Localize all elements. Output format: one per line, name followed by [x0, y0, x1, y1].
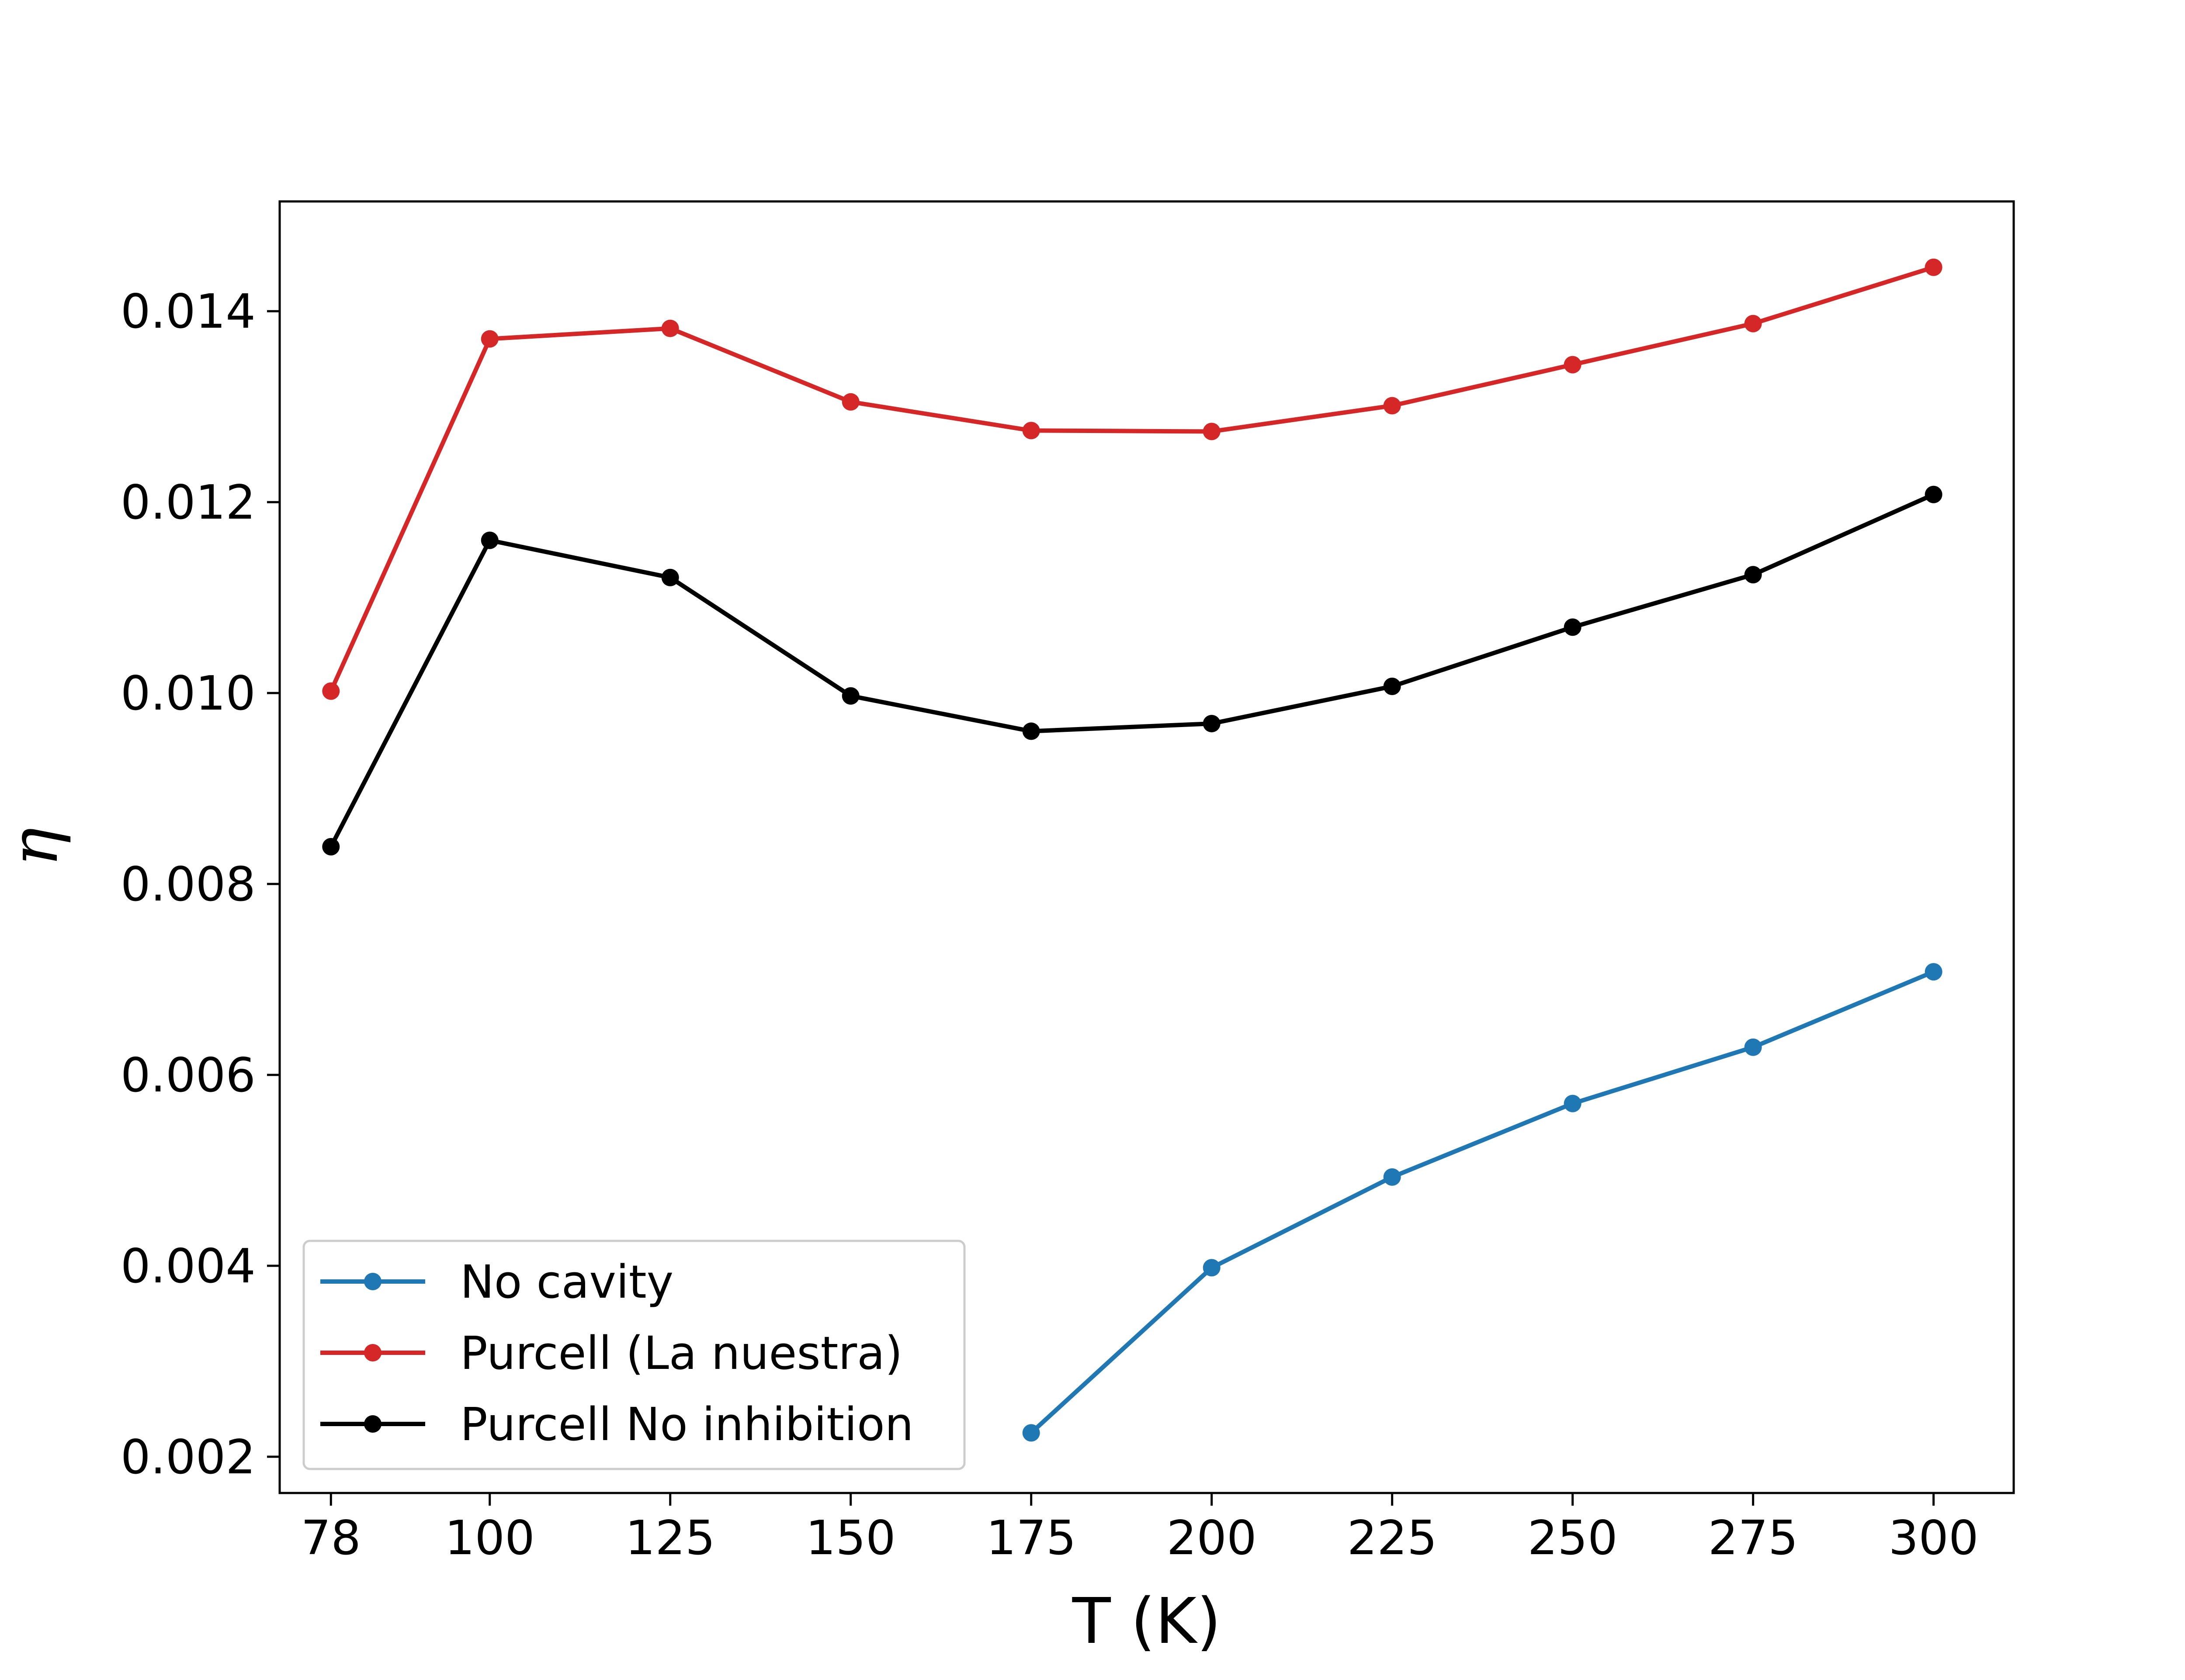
series-line [328, 492, 1937, 850]
x-tick-label: 225 [1347, 1511, 1437, 1566]
data-point [661, 319, 679, 337]
y-axis-label: η [0, 828, 73, 867]
series-2 [322, 485, 1942, 856]
x-tick-label: 125 [625, 1511, 715, 1566]
y-tick-label: 0.014 [121, 284, 256, 339]
y-tick-label: 0.002 [121, 1430, 256, 1485]
data-point [1383, 677, 1401, 695]
legend-label: Purcell No inhibition [460, 1398, 914, 1451]
data-point [1564, 618, 1582, 636]
data-point [1564, 356, 1582, 374]
x-tick-label: 78 [301, 1511, 361, 1566]
data-point [1744, 1038, 1762, 1056]
data-point [1383, 1168, 1401, 1186]
data-point [481, 330, 499, 348]
x-tick-label: 100 [445, 1511, 535, 1566]
y-axis: 0.002 0.004 0.006 0.008 0.010 0.012 0.014 [121, 284, 280, 1485]
x-tick-label: 275 [1708, 1511, 1798, 1566]
data-point [1203, 423, 1221, 440]
legend-label: Purcell (La nuestra) [460, 1327, 902, 1380]
legend-entry: Purcell No inhibition [320, 1398, 914, 1451]
data-point [322, 838, 340, 856]
y-tick-label: 0.004 [121, 1239, 256, 1294]
data-point [1022, 422, 1040, 440]
legend-entry: No cavity [320, 1255, 673, 1309]
data-point [842, 393, 860, 411]
series-line [328, 264, 1936, 694]
y-tick-label: 0.010 [121, 666, 256, 721]
plot-area-frame [278, 200, 2015, 1494]
data-point [1564, 1095, 1582, 1112]
legend-label: No cavity [460, 1255, 673, 1309]
y-tick-label: 0.012 [121, 475, 256, 530]
x-tick-label: 175 [986, 1511, 1076, 1566]
data-point [1383, 397, 1401, 415]
data-point [1022, 722, 1040, 740]
legend-entry: Purcell (La nuestra) [320, 1327, 902, 1380]
legend-swatch-marker [364, 1415, 382, 1433]
x-axis-label: T (K) [1072, 1584, 1221, 1658]
data-point [1203, 1259, 1221, 1277]
legend-swatch-marker [364, 1273, 382, 1290]
y-tick-label: 0.008 [121, 857, 256, 912]
series-0 [1022, 963, 1942, 1442]
legend: No cavity Purcell (La nuestra) Purcell No … [302, 1240, 966, 1470]
data-point [1925, 485, 1942, 503]
data-point [481, 531, 499, 549]
data-point [842, 687, 860, 705]
data-point [1744, 566, 1762, 584]
x-axis: 78 100 125 150 175 200 225 250 275 300 [301, 1493, 1979, 1566]
data-point [1744, 315, 1762, 333]
data-point [1022, 1424, 1040, 1442]
series-line [1028, 969, 1937, 1436]
x-tick-label: 150 [806, 1511, 896, 1566]
x-tick-label: 250 [1528, 1511, 1618, 1566]
x-tick-label: 300 [1889, 1511, 1979, 1566]
data-point [1925, 963, 1942, 981]
series-layer [322, 258, 1942, 1442]
y-tick-label: 0.006 [121, 1048, 256, 1103]
legend-box [302, 1240, 966, 1470]
x-tick-label: 200 [1167, 1511, 1257, 1566]
data-point [1203, 715, 1221, 733]
data-point [1925, 258, 1942, 276]
data-point [322, 682, 340, 700]
legend-swatch-marker [364, 1344, 382, 1361]
series-1 [322, 258, 1942, 700]
data-point [661, 568, 679, 586]
